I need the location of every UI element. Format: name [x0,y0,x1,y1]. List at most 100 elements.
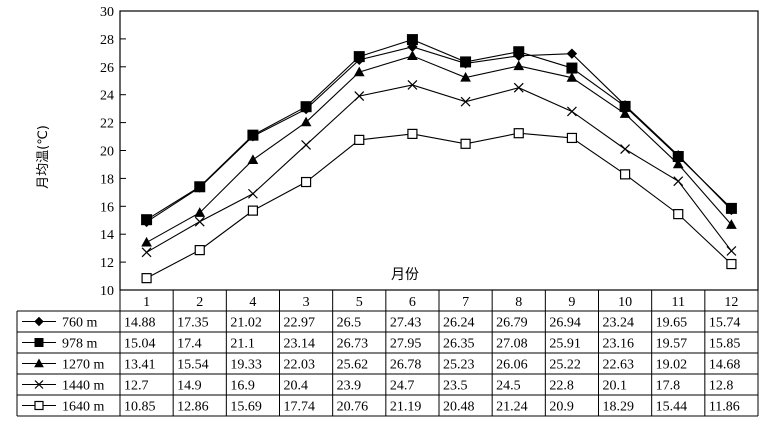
plot-frame [119,10,759,291]
y-tick-label: 10 [100,284,114,299]
table-cell: 27.08 [496,337,527,352]
x-tick-label: 10 [618,295,632,310]
y-tick-label: 30 [100,5,114,20]
legend-name: 1640 m [62,400,105,415]
y-tick-label: 24 [100,89,114,104]
series-point [566,106,577,117]
series-point [34,338,44,347]
y-axis-label: 月均温(℃) [36,125,51,189]
series-point-stroke [513,82,524,93]
x-tick-label: 9 [568,295,575,310]
x-tick-label: 1 [143,295,150,310]
table-cell: 22.03 [284,358,316,373]
series-point [141,236,152,247]
series-4 [141,128,737,284]
table-cell: 26.73 [337,337,369,352]
legend-key-0 [22,316,56,327]
table-cell: 24.5 [496,379,520,394]
table-cell: 19.57 [656,337,688,352]
x-axis-label: 月份 [391,267,419,283]
series-point-stroke [460,96,471,107]
table-cell: 24.7 [390,379,415,394]
table-cell: 15.85 [709,337,741,352]
y-tick-label: 12 [100,256,114,271]
legend-key-4 [22,400,56,411]
series-point-stroke [194,216,205,227]
series-line [146,132,732,279]
legend-key-2 [22,358,56,368]
y-tick-label: 20 [100,145,114,160]
table-cell: 12.86 [177,400,209,415]
series-point [194,207,206,217]
table-cell: 26.06 [496,358,527,373]
table-cell: 15.44 [656,400,688,415]
table-cell: 26.78 [390,358,422,373]
table-cell: 17.8 [656,379,681,394]
series-point [354,134,365,145]
x-tick-label: 11 [672,295,685,310]
table-cell: 21.24 [496,400,527,415]
table-cell: 23.5 [443,379,468,394]
axis-labels: 月均温(℃) 月份 [36,125,419,283]
series-2 [141,50,737,247]
series-point [194,181,206,193]
table-cell: 26.79 [496,316,527,331]
y-tick-label: 28 [100,33,114,48]
series-point [34,380,44,389]
series-point [247,129,259,141]
series-point [513,128,524,139]
series-point [353,51,365,63]
table-cell: 22.97 [284,316,316,331]
x-tick-label: 4 [249,295,256,310]
series-point [247,205,259,216]
y-tick-label: 26 [100,61,114,76]
series-point [460,72,471,82]
table-cell: 25.22 [549,358,581,373]
table-cell: 22.63 [603,358,635,373]
series-point [726,219,737,229]
series-point-stroke [620,144,631,155]
legend-key-1 [22,338,56,347]
table-cell: 14.9 [177,379,202,394]
series-point [406,34,418,46]
series-point [194,216,205,227]
table-cell: 18.29 [603,400,635,415]
series-point [619,169,631,180]
series-point [726,246,737,256]
table-cell: 20.4 [284,379,309,394]
series-point-stroke [34,380,44,389]
table-cell: 27.43 [390,316,422,331]
series-point [300,101,312,113]
table-cell: 26.94 [549,316,581,331]
series-point [34,400,44,411]
series-point [407,128,418,139]
table-cell: 11.86 [709,400,740,415]
series-point-stroke [247,188,258,199]
table-cell: 16.9 [230,379,255,394]
x-tick-label: 6 [409,295,416,310]
table-cell: 20.9 [549,400,574,415]
series-point [673,176,684,187]
table-cell: 12.7 [124,379,149,394]
series-point [353,66,365,77]
table-cell: 15.69 [230,400,261,415]
table-cell: 21.19 [390,400,422,415]
table-cell: 14.88 [124,316,156,331]
table-cell: 26.24 [443,316,475,331]
y-tick-label: 18 [100,172,114,187]
series-3 [141,80,737,258]
series-point [513,82,524,93]
series-point [141,273,152,284]
series-point [726,258,737,270]
legend-name: 1440 m [62,379,105,394]
series-point [673,209,684,220]
series-point [300,116,312,127]
series-point-stroke [673,176,684,187]
series-1 [141,34,737,226]
table-cell: 20.1 [603,379,628,394]
x-axis: 1 2 4 3 5 6 7 8 9 10 11 12 [143,295,738,310]
table-cell: 20.76 [337,400,369,415]
y-tick-label: 14 [100,228,114,243]
table-cell: 17.4 [177,337,202,352]
legend-name: 978 m [62,337,98,352]
